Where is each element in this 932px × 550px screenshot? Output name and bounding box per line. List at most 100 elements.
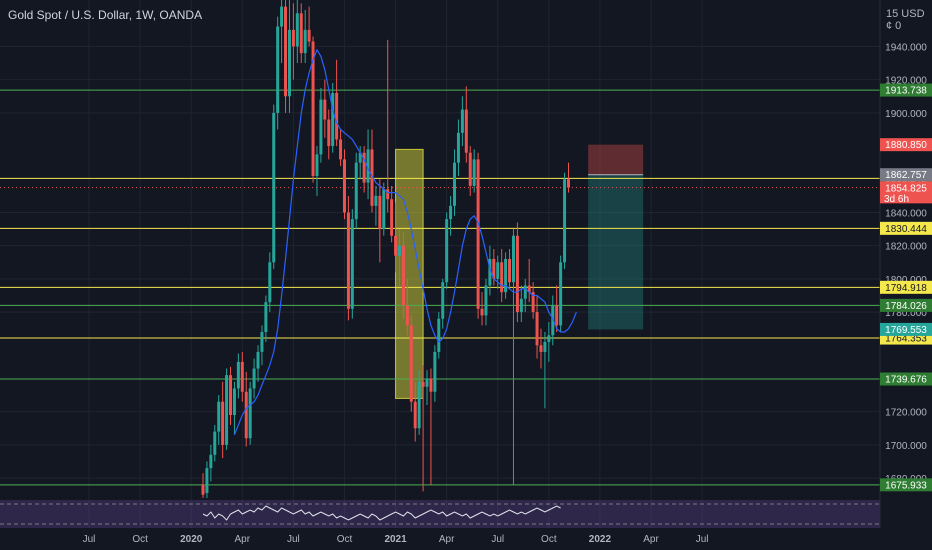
candle-body[interactable] <box>374 195 378 206</box>
candle-body[interactable] <box>299 13 303 54</box>
candle-body[interactable] <box>272 112 276 263</box>
candle-body[interactable] <box>213 431 217 455</box>
candle-body[interactable] <box>460 109 464 133</box>
candle-body[interactable] <box>276 26 280 113</box>
candle-body[interactable] <box>547 335 551 342</box>
candle-body[interactable] <box>488 258 492 286</box>
candle-body[interactable] <box>354 162 358 220</box>
candle-body[interactable] <box>205 468 209 494</box>
candle-body[interactable] <box>531 292 535 313</box>
candle-body[interactable] <box>244 391 248 439</box>
candle-body[interactable] <box>496 262 500 279</box>
candle-body[interactable] <box>472 159 476 186</box>
price-axis-tag[interactable] <box>880 181 932 204</box>
candle-body[interactable] <box>527 285 531 293</box>
candle-body[interactable] <box>221 401 225 445</box>
candle-body[interactable] <box>287 29 291 97</box>
candle-body[interactable] <box>515 235 519 313</box>
candle-body[interactable] <box>464 109 468 153</box>
candle-body[interactable] <box>453 162 457 206</box>
candle-body[interactable] <box>441 282 445 319</box>
price-axis-tag[interactable] <box>880 372 932 386</box>
candle-body[interactable] <box>280 6 284 27</box>
candle-body[interactable] <box>331 92 335 147</box>
candle-body[interactable] <box>468 152 472 186</box>
candle-body[interactable] <box>445 219 449 283</box>
candle-body[interactable] <box>225 375 229 445</box>
candle-body[interactable] <box>295 13 299 47</box>
candle-body[interactable] <box>394 235 398 256</box>
candle-body[interactable] <box>449 205 453 220</box>
candle-body[interactable] <box>319 99 323 155</box>
price-axis-tag[interactable] <box>880 322 932 336</box>
price-axis-tag[interactable] <box>880 138 932 152</box>
candle-body[interactable] <box>256 351 260 369</box>
price-axis-tag[interactable] <box>880 478 932 492</box>
candle-body[interactable] <box>456 132 460 163</box>
candle-body[interactable] <box>519 298 523 313</box>
price-axis-tag[interactable] <box>880 221 932 235</box>
candle-body[interactable] <box>523 285 527 299</box>
candle-body[interactable] <box>217 401 221 432</box>
candle-body[interactable] <box>480 308 484 316</box>
candle-body[interactable] <box>559 262 563 326</box>
candle-body[interactable] <box>417 381 421 429</box>
candle-body[interactable] <box>350 219 354 309</box>
candle-body[interactable] <box>476 159 480 309</box>
price-axis-tag[interactable] <box>880 280 932 294</box>
candle-body[interactable] <box>555 305 559 326</box>
candle-body[interactable] <box>362 152 366 183</box>
candle-body[interactable] <box>484 285 488 316</box>
candle-body[interactable] <box>240 361 244 392</box>
candle-body[interactable] <box>551 305 555 336</box>
candle-body[interactable] <box>500 262 504 293</box>
candle-body[interactable] <box>346 212 350 309</box>
candle-body[interactable] <box>382 189 386 230</box>
candle-body[interactable] <box>425 378 429 387</box>
candle-body[interactable] <box>543 341 547 352</box>
time-axis[interactable] <box>0 528 932 550</box>
candle-body[interactable] <box>390 199 394 236</box>
candle-body[interactable] <box>327 119 331 147</box>
candle-body[interactable] <box>386 189 390 200</box>
candle-body[interactable] <box>268 262 272 303</box>
candle-body[interactable] <box>209 454 213 469</box>
candle-body[interactable] <box>201 484 205 495</box>
candle-body[interactable] <box>511 235 515 283</box>
candle-body[interactable] <box>566 179 570 188</box>
candle-body[interactable] <box>291 29 295 47</box>
candle-body[interactable] <box>504 258 508 293</box>
candle-body[interactable] <box>236 361 240 389</box>
candle-body[interactable] <box>358 152 362 163</box>
candle-body[interactable] <box>535 312 539 346</box>
candle-body[interactable] <box>492 258 496 279</box>
candle-body[interactable] <box>307 29 311 42</box>
price-axis-tag[interactable] <box>880 168 932 182</box>
candle-body[interactable] <box>248 388 252 439</box>
candle-body[interactable] <box>413 401 417 429</box>
price-axis-tag[interactable] <box>880 298 932 312</box>
price-axis-tag[interactable] <box>880 83 932 97</box>
candle-body[interactable] <box>323 99 327 120</box>
candle-body[interactable] <box>252 368 256 389</box>
candle-body[interactable] <box>370 149 374 206</box>
candle-body[interactable] <box>342 159 346 213</box>
candle-body[interactable] <box>433 351 437 392</box>
candle-body[interactable] <box>339 139 343 160</box>
candle-body[interactable] <box>303 29 307 54</box>
candle-body[interactable] <box>539 345 543 352</box>
candle-body[interactable] <box>232 388 236 415</box>
candle-body[interactable] <box>311 41 315 176</box>
candle-body[interactable] <box>264 302 268 332</box>
candle-body[interactable] <box>421 381 425 387</box>
candle-body[interactable] <box>315 154 319 176</box>
candle-body[interactable] <box>563 179 567 263</box>
candle-body[interactable] <box>409 325 413 402</box>
candle-body[interactable] <box>260 332 264 352</box>
candle-body[interactable] <box>405 305 409 326</box>
candle-body[interactable] <box>508 258 512 283</box>
candle-body[interactable] <box>335 92 339 140</box>
candle-body[interactable] <box>366 149 370 183</box>
candle-body[interactable] <box>401 245 405 306</box>
